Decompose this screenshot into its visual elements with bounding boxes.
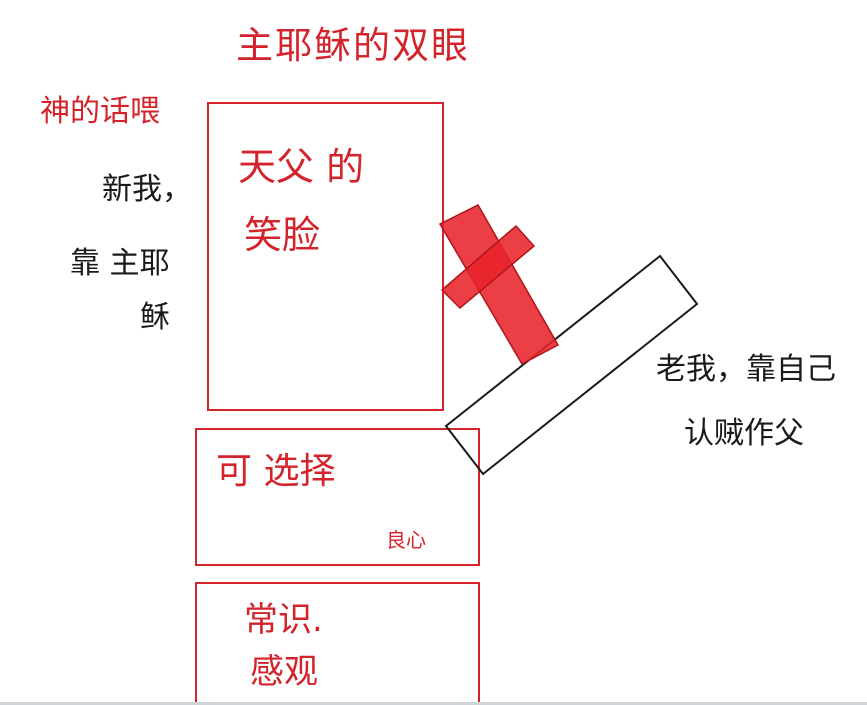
box-choice (195, 428, 480, 566)
left-label-new-self: 新我， (102, 172, 192, 207)
right-label-old-self: 老我，靠自己 (656, 352, 836, 387)
left-label-gods-word: 神的话喂 (40, 94, 160, 129)
box-father-smile-line2: 笑脸 (244, 213, 321, 257)
bottom-edge-bar (0, 702, 867, 705)
cross-horizontal-beam (440, 224, 536, 310)
box-common-sense-line1: 常识. (244, 600, 323, 640)
box-choice-label: 可 选择 (216, 451, 336, 492)
box-father-smile (207, 102, 444, 411)
left-label-rely-jesus-line1: 靠 主耶 (70, 246, 170, 281)
tilted-old-self-box (444, 254, 699, 476)
cross-vertical-beam (438, 204, 560, 365)
box-common-sense (195, 582, 480, 705)
left-label-rely-jesus-line2: 稣 (140, 300, 170, 335)
right-label-wrong-father: 认贼作父 (684, 416, 804, 451)
box-choice-conscience: 良心 (386, 528, 426, 552)
box-father-smile-line1: 天父 的 (238, 145, 365, 189)
diagram-title: 主耶稣的双眼 (236, 24, 470, 67)
box-common-sense-line2: 感观 (250, 652, 318, 692)
